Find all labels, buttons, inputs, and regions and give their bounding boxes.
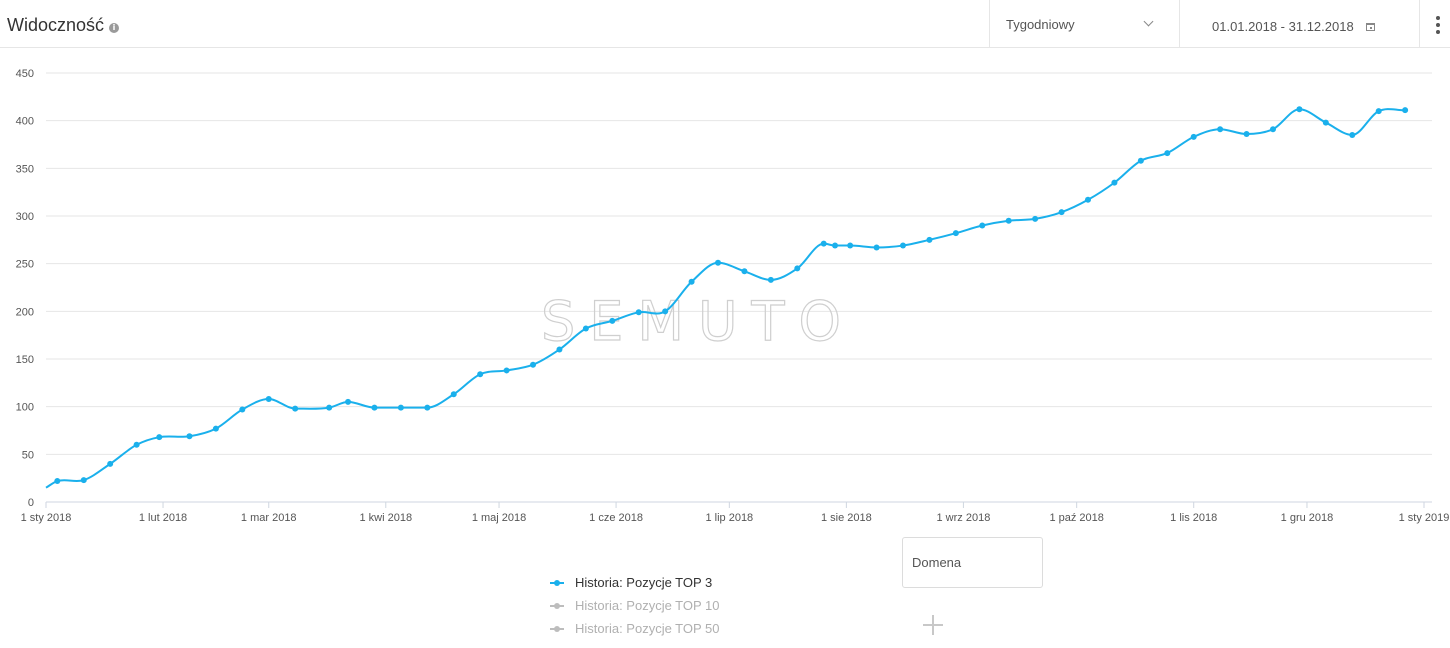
data-point [292,405,299,412]
watermark-logo: SEMUTO [541,290,855,353]
x-tick-label: 1 sie 2018 [821,512,872,524]
data-point [1296,106,1303,113]
data-point [715,259,722,266]
page-title-text: Widoczność [7,15,105,35]
data-point [530,361,537,368]
period-select[interactable]: Tygodniowy [989,0,1180,48]
x-tick-label: 1 sty 2018 [21,512,72,524]
more-options-icon[interactable] [1430,14,1446,36]
x-tick-label: 1 lut 2018 [139,512,187,524]
data-point [450,391,457,398]
data-point [1269,126,1276,133]
data-point [979,222,986,229]
data-point [371,404,378,411]
x-tick-label: 1 gru 2018 [1281,512,1334,524]
data-point [239,406,246,413]
legend-dot [554,603,560,609]
data-point [1402,107,1409,114]
y-tick-label: 250 [16,259,34,271]
data-point [1243,131,1250,138]
data-point [662,308,669,315]
data-point [265,396,272,403]
data-point [1217,126,1224,133]
chevron-down-icon [1143,16,1154,27]
period-select-value: Tygodniowy [1006,17,1075,32]
calendar-icon [1366,23,1375,31]
data-point [820,240,827,247]
domain-input[interactable] [902,537,1043,588]
data-point [1111,179,1118,186]
data-point [1375,108,1382,115]
legend-dot [554,580,560,586]
y-tick-label: 150 [16,354,34,366]
y-tick-label: 350 [16,163,34,175]
x-tick-label: 1 maj 2018 [472,512,526,524]
y-tick-label: 450 [16,68,34,80]
data-point [741,268,748,275]
x-tick-label: 1 lip 2018 [705,512,753,524]
data-point [900,242,907,249]
y-tick-label: 50 [22,449,34,461]
data-point [1164,150,1171,157]
data-point [54,478,61,485]
data-point [952,230,959,237]
visibility-chart: 0 50 100 150 200 250 300 350 400 450 1 sty 2018 1 l… [16,68,1450,524]
data-point [873,244,880,251]
data-point [1084,196,1091,203]
data-point [477,371,484,378]
page-title: Widoczność i [7,15,120,36]
legend-dot [554,626,560,632]
data-point [212,425,219,432]
data-point [424,404,431,411]
data-point [767,276,774,283]
date-range-value: 01.01.2018 - 31.12.2018 [1212,19,1354,34]
x-tick-label: 1 mar 2018 [241,512,297,524]
data-point [832,242,839,249]
data-point [1032,215,1039,222]
header: Widoczność i Tygodniowy 01.01.2018 - 31.1… [0,0,1450,48]
data-point [1322,119,1329,126]
x-tick-label: 1 lis 2018 [1170,512,1217,524]
data-point [326,404,333,411]
legend-label: Historia: Pozycje TOP 50 [575,621,720,636]
data-point [1137,157,1144,164]
data-point [345,398,352,405]
data-point [794,265,801,272]
data-point [133,441,140,448]
y-tick-label: 300 [16,211,34,223]
info-icon[interactable]: i [109,23,120,33]
y-tick-label: 400 [16,116,34,128]
data-point [1349,131,1356,138]
legend-label: Historia: Pozycje TOP 10 [575,598,720,613]
data-point [582,325,589,332]
x-tick-label: 1 paź 2018 [1049,512,1103,524]
data-point [156,434,163,441]
x-tick-label: 1 cze 2018 [589,512,643,524]
data-point [688,278,695,285]
x-tick-label: 1 kwi 2018 [359,512,412,524]
data-point [635,309,642,316]
data-point [847,242,854,249]
plus-icon[interactable] [922,614,944,636]
data-point [609,317,616,324]
data-point [926,236,933,243]
data-point [397,404,404,411]
data-point [1058,209,1065,216]
data-point [556,346,563,353]
y-tick-label: 0 [28,497,34,509]
data-point [1005,217,1012,224]
x-tick-label: 1 wrz 2018 [937,512,991,524]
data-point [107,460,114,467]
y-tick-label: 200 [16,306,34,318]
legend-label: Historia: Pozycje TOP 3 [575,575,713,590]
date-range-picker[interactable]: 01.01.2018 - 31.12.2018 [1180,0,1420,48]
data-point [186,433,193,440]
data-point [80,477,87,484]
data-point [1190,133,1197,140]
y-tick-label: 100 [16,402,34,414]
data-point [503,367,510,374]
x-tick-label: 1 sty 2019 [1399,512,1450,524]
